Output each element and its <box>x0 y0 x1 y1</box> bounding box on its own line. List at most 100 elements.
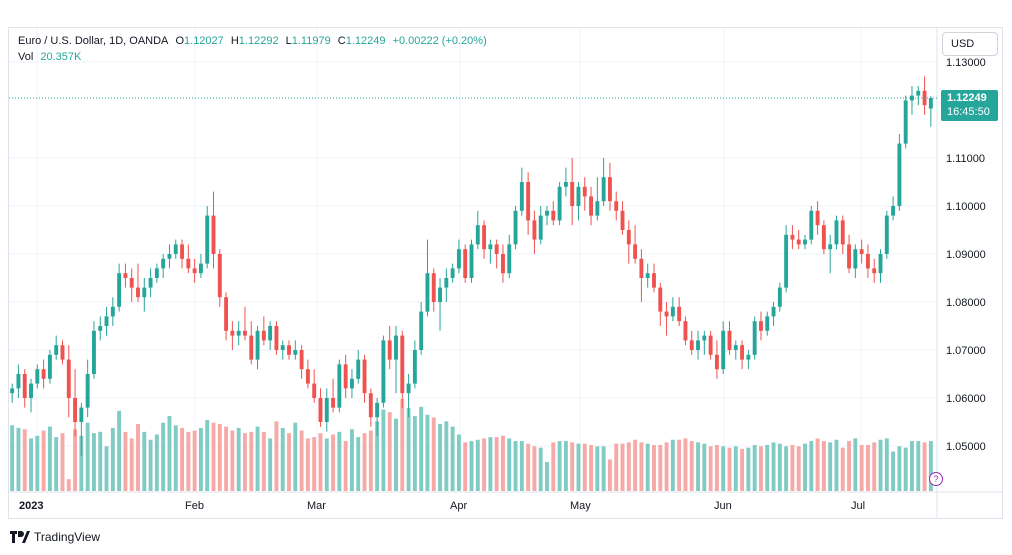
last-price-badge: 1.12249 16:45:50 <box>941 90 998 121</box>
candle-body <box>633 244 638 259</box>
volume-bar <box>349 429 354 491</box>
candle-body <box>859 249 864 254</box>
volume-bar <box>431 417 436 491</box>
volume-bar <box>469 441 474 491</box>
volume-bar <box>110 427 115 491</box>
candle-body <box>129 278 134 288</box>
candle-body <box>677 306 682 322</box>
volume-bar <box>828 442 833 491</box>
volume-bar <box>821 441 826 491</box>
candle-body <box>576 186 581 206</box>
volume-bar <box>607 459 612 491</box>
bar-countdown: 16:45:50 <box>947 106 990 118</box>
tradingview-logo-icon <box>10 531 30 543</box>
candle-body <box>702 335 707 341</box>
volume-bar <box>771 442 776 491</box>
volume-bar <box>916 441 921 491</box>
volume-bar <box>538 447 543 491</box>
candle-body <box>400 335 405 394</box>
volume-bar <box>444 421 449 491</box>
volume-bar <box>375 421 380 491</box>
scale-settings-icon[interactable]: ? <box>929 472 943 486</box>
x-tick-label: 2023 <box>19 500 43 512</box>
volume-bar <box>570 442 575 491</box>
volume-bar <box>891 451 896 491</box>
candle-body <box>343 364 348 389</box>
candle-body <box>274 326 279 350</box>
candle-body <box>683 321 688 341</box>
volume-bar <box>865 445 870 491</box>
volume-bar <box>419 406 424 491</box>
volume-bar <box>337 431 342 491</box>
candle-body <box>878 254 883 274</box>
candle-body <box>557 186 562 221</box>
candle-body <box>255 330 260 360</box>
candle-body <box>626 230 631 245</box>
volume-bar <box>400 399 405 491</box>
volume-bar <box>438 423 442 491</box>
volume-bar <box>268 438 273 491</box>
volume-bar <box>696 442 700 491</box>
volume-bar <box>582 443 587 491</box>
volume-bar <box>230 430 235 491</box>
volume-bar <box>708 446 713 491</box>
volume-bar <box>903 447 908 491</box>
candle-body <box>765 316 770 331</box>
volume-bar <box>198 427 203 491</box>
candle-body <box>66 359 71 398</box>
volume-legend: Vol 20.357K <box>18 51 85 63</box>
currency-button[interactable]: USD <box>942 32 998 56</box>
candle-body <box>607 177 612 202</box>
volume-bar <box>41 430 46 491</box>
volume-bar <box>922 442 927 491</box>
volume-bar <box>136 423 140 491</box>
volume-bar <box>639 442 644 491</box>
volume-bar <box>425 414 430 491</box>
volume-bar <box>746 447 751 491</box>
candle-body <box>809 210 814 240</box>
volume-bar <box>287 433 291 491</box>
candle-body <box>104 316 109 326</box>
candle-body <box>356 359 361 379</box>
candle-body <box>375 402 380 418</box>
volume-bar <box>488 437 493 491</box>
volume-bar <box>224 426 229 491</box>
candle-body <box>198 263 203 274</box>
volume-bar <box>840 447 845 491</box>
volume-bar <box>910 441 914 491</box>
symbol-title[interactable]: Euro / U.S. Dollar, 1D, OANDA <box>18 35 169 47</box>
candle-body <box>910 95 914 101</box>
candle-body <box>167 254 172 259</box>
last-price-value: 1.12249 <box>947 92 987 104</box>
volume-bar <box>343 441 348 491</box>
volume-bar <box>10 425 15 491</box>
candle-body <box>261 330 266 341</box>
candle-body <box>828 244 833 250</box>
candle-body <box>815 210 820 226</box>
candle-body <box>570 182 575 206</box>
volume-bar <box>689 441 694 491</box>
volume-label[interactable]: Vol <box>18 51 34 63</box>
candle-body <box>639 258 644 278</box>
candle-body <box>431 273 436 302</box>
candle-body <box>243 330 247 336</box>
volume-bar <box>551 442 556 491</box>
tradingview-footer[interactable]: TradingView <box>10 530 100 544</box>
candle-body <box>123 273 128 278</box>
volume-bar <box>47 426 52 491</box>
candle-body <box>903 100 908 144</box>
volume-bar <box>683 438 688 491</box>
candle-body <box>186 258 191 269</box>
volume-bar <box>620 443 625 491</box>
candle-body <box>305 369 310 384</box>
candle-body <box>740 345 745 360</box>
volume-bar <box>91 433 96 491</box>
volume-bar <box>557 441 562 491</box>
candle-body <box>324 398 329 422</box>
candle-body <box>752 321 757 355</box>
candle-body <box>519 182 524 211</box>
volume-bar <box>35 435 40 491</box>
volume-bar <box>740 448 745 491</box>
candle-body <box>98 326 103 331</box>
